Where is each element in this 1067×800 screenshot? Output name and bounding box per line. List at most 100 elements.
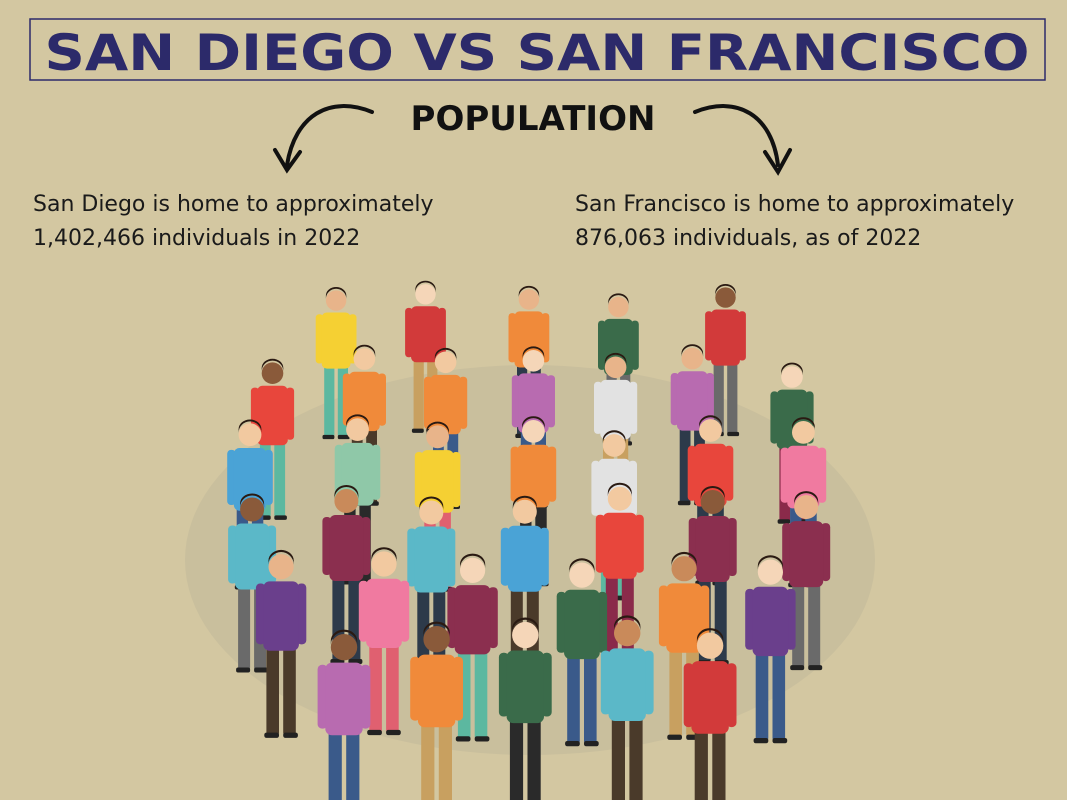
arm (745, 588, 755, 650)
person (705, 284, 746, 437)
hair (671, 551, 697, 567)
head (681, 347, 704, 370)
torso (454, 585, 491, 655)
arm (687, 445, 697, 501)
leg (694, 729, 708, 800)
person (228, 493, 277, 673)
leg (417, 588, 430, 674)
arm (597, 591, 608, 653)
shoe (584, 741, 599, 747)
head (699, 419, 722, 442)
arm (786, 588, 796, 650)
arm (498, 652, 509, 717)
arm (770, 391, 779, 444)
hair (602, 430, 626, 444)
crowd (227, 280, 831, 800)
arm (446, 528, 456, 587)
leg (629, 716, 643, 800)
hair (699, 415, 722, 429)
right-line: San Francisco is home to approximately (575, 192, 1014, 217)
hair (614, 615, 641, 631)
leg (238, 585, 251, 671)
head (371, 551, 397, 577)
shoe (667, 734, 682, 740)
hair (330, 629, 358, 645)
arm (705, 311, 713, 361)
torso (691, 661, 729, 734)
arm (598, 320, 606, 370)
shoe (790, 665, 805, 671)
head (426, 425, 449, 449)
hair (512, 495, 537, 510)
head (268, 554, 294, 580)
person (745, 555, 796, 744)
arrow-left-head (273, 148, 302, 174)
head (569, 562, 595, 588)
torso (366, 578, 402, 648)
torso (695, 516, 730, 582)
head (522, 350, 545, 372)
shoe (727, 431, 740, 437)
torso (430, 374, 461, 435)
torso (711, 309, 740, 366)
left-line: San Diego is home to approximately (33, 192, 434, 217)
arm (414, 452, 424, 508)
person (556, 558, 608, 747)
hair (353, 344, 376, 358)
head (330, 634, 358, 661)
head (757, 559, 783, 585)
leg (274, 441, 286, 519)
head (240, 497, 265, 522)
arm (296, 583, 307, 645)
hair (700, 486, 725, 500)
shoe (565, 741, 580, 747)
shoe (808, 665, 823, 671)
arm (410, 656, 421, 721)
leg (346, 730, 360, 800)
arm (510, 446, 520, 502)
leg (509, 718, 524, 800)
leg (567, 654, 580, 745)
head (261, 362, 284, 384)
person (447, 553, 498, 742)
arm (539, 527, 549, 586)
arm (317, 664, 328, 729)
shoe (274, 515, 287, 520)
torso (235, 523, 270, 590)
head (325, 290, 347, 311)
hair (607, 482, 632, 497)
torso (602, 512, 637, 579)
leg (369, 643, 382, 734)
arm (508, 313, 517, 363)
arm (705, 373, 714, 426)
arm (591, 460, 600, 516)
arm (600, 650, 611, 715)
head (607, 486, 632, 511)
hair (792, 417, 815, 431)
hair (522, 346, 545, 359)
head (334, 489, 359, 513)
arm (500, 527, 510, 586)
head (522, 420, 545, 443)
torso (600, 379, 631, 440)
hair (757, 555, 783, 570)
hair (681, 344, 704, 357)
arm (399, 580, 410, 642)
head (460, 557, 486, 583)
shoe (322, 434, 335, 440)
arm (360, 664, 371, 729)
arm (629, 381, 638, 434)
shoe (455, 736, 471, 742)
torso (257, 385, 288, 446)
hair (426, 421, 449, 435)
head (415, 284, 436, 305)
arm (438, 307, 446, 358)
hair (268, 549, 294, 565)
arm (643, 650, 654, 715)
arm (342, 373, 351, 426)
leg (611, 716, 625, 800)
leg (386, 643, 399, 734)
leg (712, 729, 726, 800)
arm (683, 663, 694, 728)
hair (334, 485, 359, 499)
